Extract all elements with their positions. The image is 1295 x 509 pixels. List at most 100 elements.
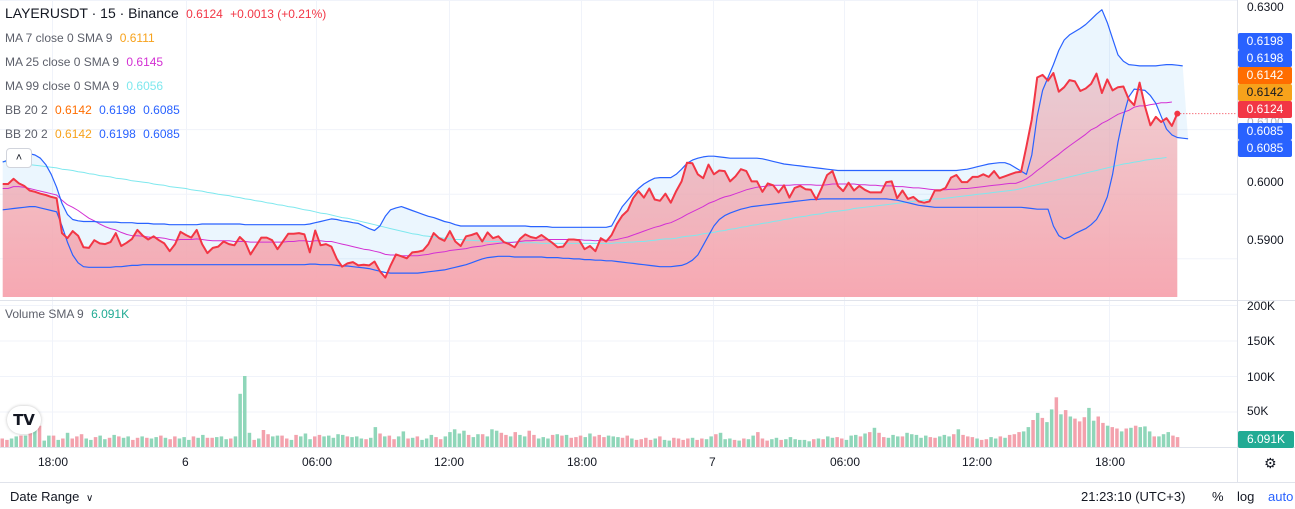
time-tick: 06:00 — [302, 455, 333, 469]
volume-bar — [882, 437, 886, 447]
time-tick: 06:00 — [830, 455, 861, 469]
indicator-ma99[interactable]: MA 99 close 0 SMA 9 0.6056 — [5, 79, 167, 93]
volume-bar — [527, 430, 531, 447]
indicator-ma25[interactable]: MA 25 close 0 SMA 9 0.6145 — [5, 55, 167, 69]
indicator-value: 0.6145 — [126, 55, 164, 69]
volume-bar — [420, 439, 424, 447]
volume-bar — [1129, 427, 1133, 447]
volume-bar — [331, 437, 336, 447]
volume-bar — [1133, 425, 1138, 447]
ma25-line — [2, 101, 1172, 257]
volume-bar — [905, 432, 909, 447]
volume-bar — [756, 432, 760, 447]
volume-bar — [89, 439, 93, 447]
chart-canvas[interactable] — [0, 0, 1295, 482]
volume-bar — [485, 436, 490, 447]
volume-bar — [746, 439, 751, 447]
volume-bar — [438, 439, 443, 447]
volume-bar — [0, 438, 4, 447]
volume-bar — [271, 436, 275, 447]
gear-icon[interactable]: ⚙ — [1264, 455, 1277, 471]
volume-bar — [830, 437, 835, 447]
auto-toggle[interactable]: auto — [1268, 489, 1294, 504]
volume-bar — [364, 439, 368, 447]
volume-bar — [938, 436, 942, 447]
volume-bar — [896, 436, 900, 447]
indicator-ma7[interactable]: MA 7 close 0 SMA 9 0.6111 — [5, 31, 159, 45]
collapse-legend-button[interactable]: ˄ — [6, 148, 32, 168]
price-tag-bb-lower: 0.6085 — [1238, 140, 1292, 157]
volume-bar — [583, 437, 587, 447]
volume-bar — [737, 440, 741, 447]
volume-bar — [19, 435, 23, 447]
volume-bar — [359, 438, 364, 447]
percent-toggle[interactable]: % — [1212, 489, 1224, 504]
price-tag-last: 0.6124 — [1238, 101, 1292, 118]
indicator-label: MA 99 close 0 SMA 9 — [5, 79, 120, 93]
volume-bar — [779, 439, 783, 447]
time-tick: 12:00 — [962, 455, 993, 469]
volume-bar — [592, 436, 597, 447]
volume-bar — [401, 431, 406, 447]
volume-bar — [774, 437, 779, 447]
volume-bar — [299, 436, 303, 447]
volume-bar — [914, 434, 919, 447]
chevron-down-icon: ∨ — [86, 493, 94, 504]
tradingview-logo[interactable]: TV — [7, 406, 41, 434]
volume-bar — [98, 435, 102, 447]
volume-bar — [247, 432, 252, 447]
indicator-bb-2[interactable]: BB 20 2 0.6142 0.6198 0.6085 — [5, 127, 184, 141]
volume-bar — [616, 437, 620, 447]
volume-bar — [541, 437, 545, 447]
volume-bar — [121, 437, 126, 447]
date-range-button[interactable]: Date Range ∨ — [10, 489, 93, 504]
volume-bar — [224, 439, 228, 447]
volume-bar — [452, 429, 457, 448]
log-toggle[interactable]: log — [1237, 489, 1255, 504]
indicator-value: 0.6085 — [143, 127, 180, 141]
volume-bar — [560, 435, 564, 447]
volume-bar — [723, 439, 727, 447]
volume-bar — [429, 434, 434, 447]
volume-bar — [490, 429, 494, 448]
volume-bar — [322, 436, 326, 447]
volume-bar — [476, 434, 480, 447]
volume-bar — [355, 436, 359, 447]
symbol-title[interactable]: LAYERUSDT · 15 · Binance — [5, 5, 179, 21]
volume-bar — [798, 439, 802, 447]
volume-legend[interactable]: Volume SMA 9 6.091K — [5, 307, 133, 321]
volume-bar — [854, 434, 858, 447]
volume-bar — [107, 437, 112, 447]
time-tick: 6 — [182, 455, 189, 469]
volume-bar — [1077, 421, 1082, 447]
volume-bar — [219, 436, 224, 447]
volume-bar — [877, 432, 881, 447]
volume-bar — [238, 393, 242, 448]
volume-bar — [793, 439, 797, 447]
volume-bar — [1143, 426, 1147, 447]
volume-bar — [620, 437, 625, 447]
volume-bar — [336, 434, 340, 447]
volume-bar — [131, 439, 135, 447]
volume-bar — [1105, 425, 1110, 447]
price-tag-bb-lower: 0.6085 — [1238, 123, 1292, 140]
clock[interactable]: 21:23:10 (UTC+3) — [1081, 489, 1186, 504]
volume-bar — [191, 436, 196, 447]
volume-bar — [1138, 427, 1142, 447]
volume-bar — [285, 438, 289, 447]
volume-bar — [140, 436, 144, 447]
volume-bar — [1049, 409, 1054, 447]
indicator-bb-1[interactable]: BB 20 2 0.6142 0.6198 0.6085 — [5, 103, 184, 117]
price-tick: 0.6300 — [1247, 0, 1284, 14]
volume-bar — [532, 434, 536, 447]
volume-bar — [784, 439, 788, 447]
volume-bar — [1147, 431, 1152, 447]
volume-bar — [672, 437, 676, 447]
volume-bar — [1124, 428, 1128, 447]
indicator-label: BB 20 2 — [5, 127, 48, 141]
volume-bar — [508, 436, 513, 447]
volume-bar — [751, 435, 755, 447]
volume-bar — [788, 437, 793, 447]
volume-bar — [93, 437, 98, 447]
